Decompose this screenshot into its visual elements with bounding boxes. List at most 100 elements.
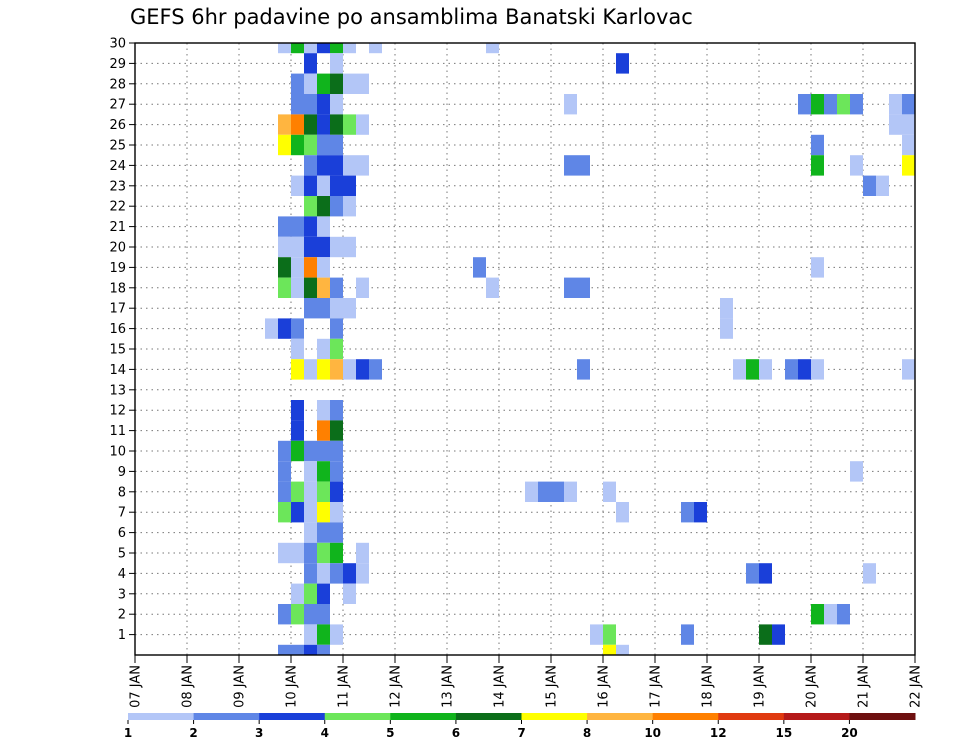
colorbar-label: 7 [517,726,525,740]
y-tick-label: 30 [109,37,126,52]
heatmap-cell [278,43,291,54]
heatmap-cell [330,236,343,258]
heatmap-cell [317,644,330,655]
x-tick-label: 21 JAN [857,665,872,708]
heatmap-cell [525,481,538,502]
heatmap-cell [317,542,330,564]
heatmap-cell [278,481,291,502]
heatmap-cell [304,94,317,115]
y-tick-label: 6 [118,526,126,541]
heatmap-cell [304,604,317,625]
heatmap-cell [330,53,343,74]
y-tick-label: 9 [118,465,126,480]
colorbar-label: 12 [710,726,727,740]
y-tick-label: 21 [109,220,126,235]
heatmap-cell [317,155,330,176]
heatmap-cell [304,236,317,258]
heatmap-cell [317,94,330,115]
colorbar-label: 10 [644,726,661,740]
heatmap-cell [343,175,356,196]
heatmap-cell [304,502,317,523]
heatmap-cell [304,257,317,278]
y-tick-label: 18 [109,281,126,296]
heatmap-cell [343,114,356,135]
heatmap-cell [356,563,369,584]
heatmap-cell [291,73,304,94]
heatmap-cell [746,359,759,380]
heatmap-cell [304,298,317,319]
heatmap-cell [317,298,330,319]
x-tick-label: 11 JAN [337,665,352,708]
colorbar-swatch [259,713,326,720]
heatmap-cell [356,114,369,135]
heatmap-cell [278,542,291,564]
colorbar-label: 8 [583,726,591,740]
y-tick-label: 16 [109,322,126,337]
heatmap-cell [356,73,369,94]
heatmap-cell [343,563,356,584]
heatmap-cell [330,461,343,482]
heatmap-cell [330,502,343,523]
heatmap-cell [317,114,330,135]
y-tick-label: 13 [109,383,126,398]
heatmap-cell [291,216,304,237]
heatmap-cell [330,359,343,380]
colorbar-swatch [652,713,719,720]
y-tick-label: 28 [109,77,126,92]
chart-title: GEFS 6hr padavine po ansamblima Banatski… [130,5,693,29]
heatmap-cell [304,216,317,237]
heatmap-cell [681,502,694,523]
x-tick-label: 18 JAN [701,665,716,708]
x-tick-label: 22 JAN [909,665,924,708]
heatmap-cell [278,114,291,135]
heatmap-cell [291,583,304,604]
colorbar-swatch [521,713,588,720]
heatmap-cell [317,175,330,196]
heatmap-cell [330,155,343,176]
heatmap-cell [278,461,291,482]
heatmap-cell [304,73,317,94]
heatmap-cell [304,624,317,645]
heatmap-cell [356,277,369,298]
x-tick-label: 20 JAN [805,665,820,708]
heatmap-cell [603,644,616,655]
colorbar-label: 6 [452,726,460,740]
heatmap-cell [590,624,603,645]
y-tick-label: 25 [109,139,126,154]
heatmap-cell [330,420,343,441]
colorbar-label: 2 [189,726,197,740]
heatmap-cell [330,563,343,584]
x-tick-label: 17 JAN [649,665,664,708]
heatmap-cell [837,604,850,625]
heatmap-cell [304,114,317,135]
heatmap-cell [317,134,330,156]
heatmap-cell [330,114,343,135]
colorbar-label: 1 [124,726,132,740]
heatmap-cell [278,236,291,258]
heatmap-cell [304,43,317,54]
heatmap-cell [863,563,876,584]
heatmap-cell [720,318,733,339]
heatmap-cell [330,522,343,543]
colorbar-swatch [849,713,916,720]
x-tick-label: 15 JAN [545,665,560,708]
heatmap-cell [317,257,330,278]
heatmap-cell [278,318,291,339]
heatmap-cell [304,542,317,564]
y-tick-label: 8 [118,485,126,500]
heatmap-cell [564,94,577,115]
heatmap-cell [317,604,330,625]
heatmap-cell [616,644,629,655]
heatmap-cell [369,43,382,54]
y-tick-label: 11 [109,424,126,439]
y-tick-label: 2 [118,608,126,623]
heatmap-cell [304,196,317,217]
heatmap-cell [902,134,915,156]
heatmap-cell [278,644,291,655]
heatmap-cell [291,604,304,625]
heatmap-cell [772,624,785,645]
heatmap-cell [330,196,343,217]
y-tick-label: 27 [109,98,126,113]
heatmap-cell [291,175,304,196]
heatmap-cell [317,481,330,502]
